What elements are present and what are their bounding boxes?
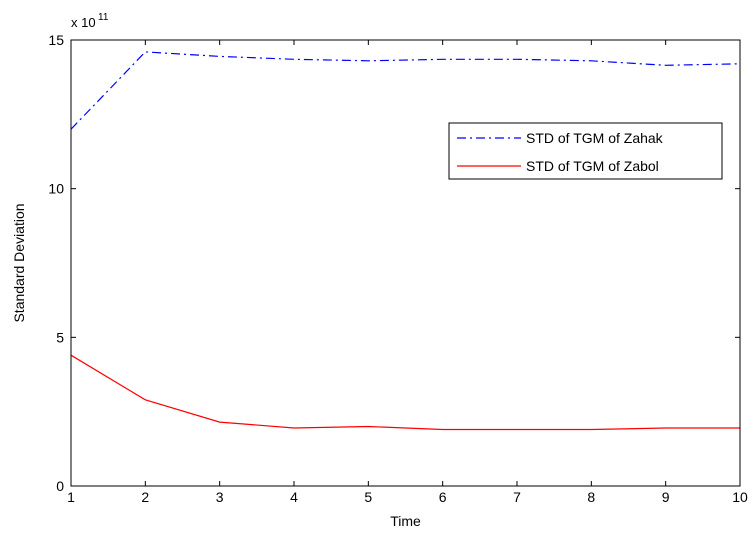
y-tick-label: 10 <box>48 181 64 197</box>
y-exponent-label: x 10 11 <box>71 12 109 30</box>
x-tick-label: 3 <box>216 489 224 505</box>
x-tick-label: 7 <box>513 489 521 505</box>
legend-label-zahak: STD of TGM of Zahak <box>526 130 664 146</box>
series-line-zabol <box>70 354 740 431</box>
x-tick-label: 4 <box>290 489 298 505</box>
y-axis-label: Standard Deviation <box>11 203 27 322</box>
y-tick-label: 5 <box>56 329 64 345</box>
series-layer <box>70 51 741 431</box>
y-exponent-base: x 10 <box>71 15 96 30</box>
x-tick-label: 1 <box>67 489 75 505</box>
x-tick-label: 10 <box>732 489 748 505</box>
series-line-zahak <box>70 51 741 130</box>
legend-box <box>448 122 723 180</box>
x-tick-label: 9 <box>662 489 670 505</box>
x-axis-label: Time <box>390 513 421 529</box>
legend: STD of TGM of Zahak STD of TGM of Zabol <box>448 122 723 180</box>
ticks-layer: 1 2 3 4 5 6 7 8 9 10 0 5 10 15 <box>48 32 748 505</box>
x-tick-label: 2 <box>141 489 149 505</box>
x-tick-label: 8 <box>587 489 595 505</box>
plot-frame <box>70 39 741 487</box>
legend-label-zabol: STD of TGM of Zabol <box>526 158 659 174</box>
y-tick-label: 15 <box>48 32 64 48</box>
y-tick-label: 0 <box>56 478 64 494</box>
x-tick-label: 6 <box>439 489 447 505</box>
x-tick-label: 5 <box>364 489 372 505</box>
y-exponent-power: 11 <box>98 12 109 23</box>
